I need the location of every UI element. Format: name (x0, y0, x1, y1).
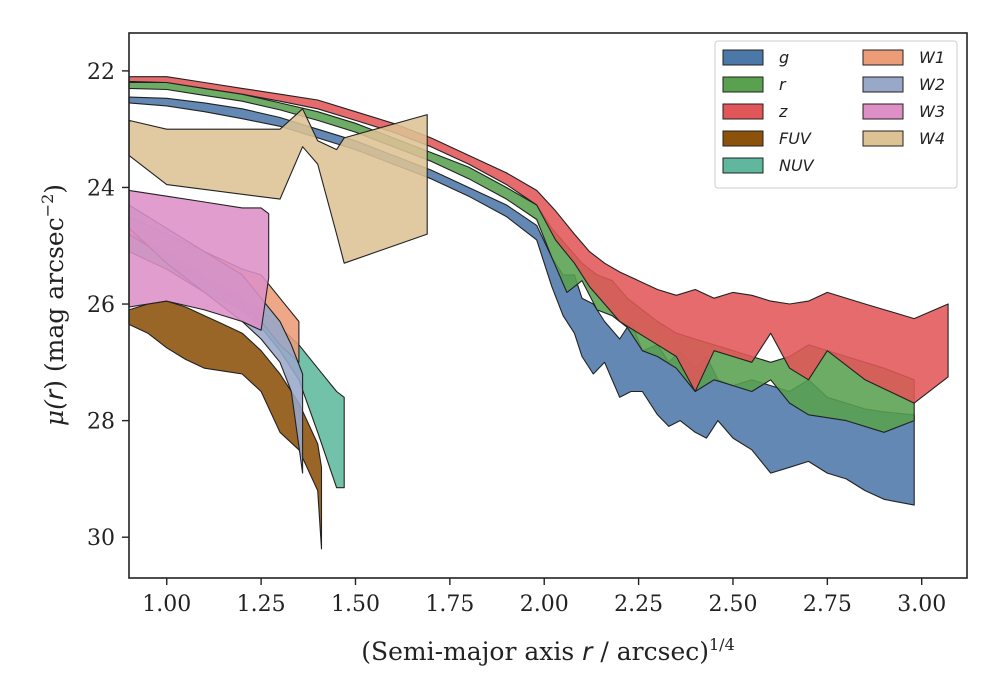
band-fuv (128, 300, 323, 550)
legend-label-w2: W2 (919, 75, 945, 94)
legend-label-g: g (779, 48, 789, 67)
x-tick-label: 1.75 (425, 592, 474, 617)
x-axis-title-exponent: 1/4 (709, 635, 735, 654)
x-tick-label: 2.50 (708, 592, 757, 617)
x-tick-label: 3.00 (897, 592, 946, 617)
legend-label-fuv: FUV (779, 129, 812, 148)
legend-swatch-w1 (862, 49, 904, 66)
y-axis-title-close: ) (40, 184, 69, 194)
legend-label-w3: W3 (919, 102, 945, 121)
band-r (128, 81, 915, 433)
legend-swatch-g (722, 49, 764, 66)
x-tick-label: 2.00 (520, 592, 569, 617)
band-w3 (128, 189, 270, 331)
y-axis-title-variable: r (40, 388, 69, 400)
y-tick-label: 26 (87, 293, 115, 318)
x-tick-label: 2.75 (803, 592, 852, 617)
y-axis-title-symbol: μ( (40, 399, 69, 426)
x-axis-title: (Semi-major axis r / arcsec)1/4 (361, 635, 735, 666)
legend-label-r: r (779, 75, 787, 94)
x-tick-label: 2.25 (614, 592, 663, 617)
x-axis-title-variable: r (582, 637, 594, 666)
y-tick-label: 24 (87, 176, 115, 201)
series-bands (128, 76, 949, 550)
y-axis-title-exponent: −2 (38, 194, 57, 218)
legend: grz FUV NUV W1 W2 W3 W4 (714, 40, 958, 189)
y-axis-title-unit: ) (mag arcsec (40, 217, 69, 390)
y-tick-label: 28 (87, 410, 115, 435)
legend-swatch-z (722, 103, 764, 120)
y-axis: 22 24 26 28 30 (87, 60, 129, 551)
x-axis-title-unit: / arcsec) (592, 637, 709, 666)
x-tick-label: 1.00 (142, 592, 191, 617)
legend-label-z: z (778, 102, 788, 121)
legend-swatch-w3 (862, 103, 904, 120)
band-w4 (128, 108, 428, 264)
legend-swatch-nuv (722, 157, 764, 174)
legend-label-w1: W1 (919, 48, 945, 67)
legend-label-w4: W4 (919, 129, 945, 148)
plot-frame (128, 32, 968, 579)
y-tick-label: 30 (87, 526, 115, 551)
legend-label-nuv: NUV (779, 156, 815, 175)
legend-swatch-fuv (722, 130, 764, 147)
legend-swatch-w4 (862, 130, 904, 147)
y-tick-label: 22 (87, 60, 115, 85)
x-axis: 1.00 1.25 1.50 1.75 2.00 2.25 2.50 2.75 3.00 (142, 578, 946, 617)
band-z (128, 76, 949, 404)
x-tick-label: 1.50 (331, 592, 380, 617)
legend-swatch-r (722, 76, 764, 93)
legend-swatch-w2 (862, 76, 904, 93)
y-axis-title: μ(r) (mag arcsec−2) (38, 184, 69, 426)
x-tick-label: 1.25 (237, 592, 286, 617)
x-axis-title-prefix: (Semi-major axis (361, 637, 582, 666)
